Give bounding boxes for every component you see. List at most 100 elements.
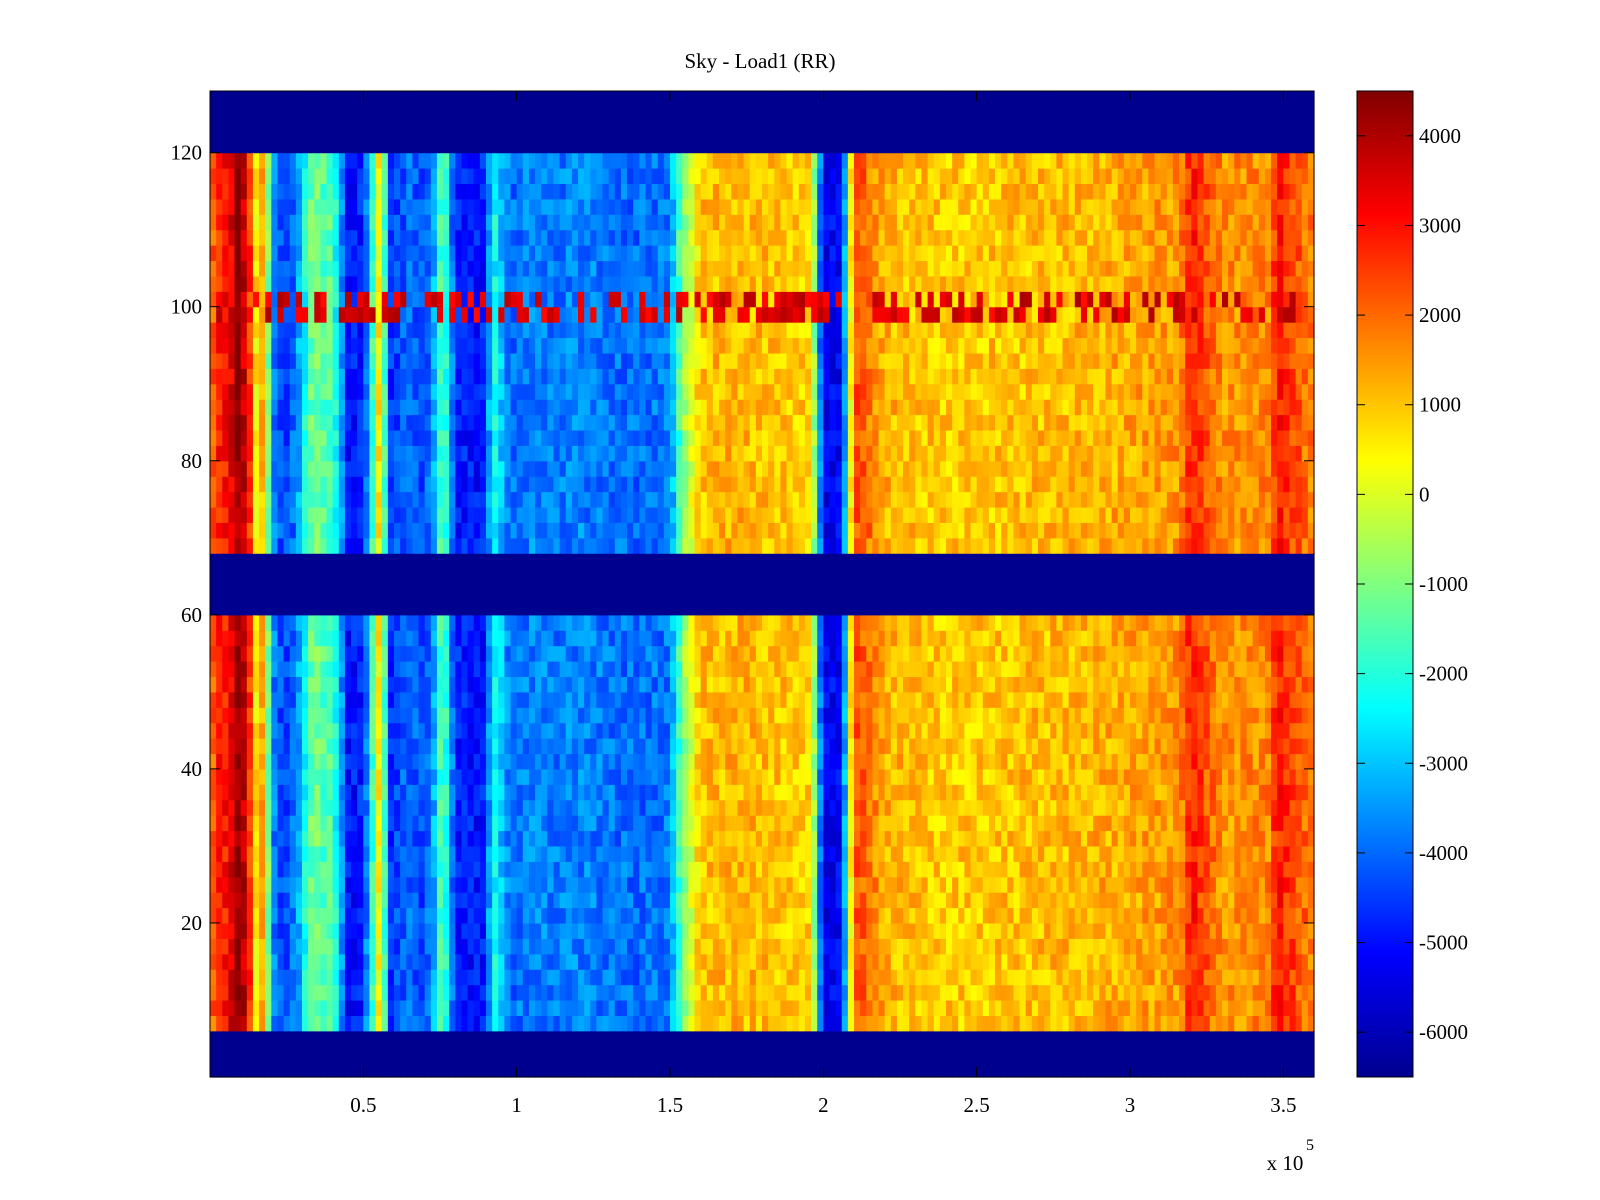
heatmap-cell: [547, 152, 555, 169]
heatmap-cell: [596, 399, 604, 416]
heatmap-cell: [541, 106, 548, 123]
heatmap-cell: [608, 476, 616, 493]
heatmap-cell: [308, 907, 315, 924]
heatmap-cell: [676, 399, 683, 416]
heatmap-cell: [394, 691, 401, 708]
heatmap-cell: [676, 522, 683, 539]
heatmap-cell: [663, 630, 671, 647]
heatmap-cell: [369, 691, 377, 708]
heatmap-cell: [535, 876, 542, 893]
heatmap-cell: [553, 630, 561, 647]
heatmap-cell: [252, 784, 260, 801]
heatmap-cell: [467, 584, 475, 601]
heatmap-cell: [381, 999, 389, 1016]
heatmap-cell: [645, 383, 653, 400]
heatmap-cell: [516, 537, 524, 554]
heatmap-cell: [486, 229, 493, 246]
heatmap-cell: [381, 876, 389, 893]
heatmap-cell: [571, 738, 579, 755]
heatmap-cell: [443, 491, 450, 508]
heatmap-cell: [676, 892, 683, 909]
heatmap-cell: [504, 892, 512, 909]
heatmap-cell: [676, 722, 683, 739]
heatmap-cell: [461, 568, 469, 585]
heatmap-cell: [357, 337, 364, 354]
heatmap-cell: [467, 414, 475, 431]
heatmap-cell: [522, 168, 530, 185]
heatmap-cell: [522, 121, 530, 138]
heatmap-cell: [479, 322, 487, 339]
heatmap-cell: [620, 306, 628, 323]
heatmap-cell: [651, 676, 659, 693]
heatmap-cell: [400, 645, 407, 662]
heatmap-cell: [473, 106, 481, 123]
heatmap-cell: [522, 229, 530, 246]
heatmap-cell: [492, 183, 499, 200]
heatmap-cell: [578, 245, 585, 262]
heatmap-cell: [210, 121, 217, 138]
heatmap-cell: [283, 830, 291, 847]
heatmap-cell: [381, 614, 389, 631]
heatmap-cell: [326, 291, 334, 308]
heatmap-cell: [357, 152, 364, 169]
heatmap-cell: [259, 676, 266, 693]
heatmap-cell: [590, 722, 597, 739]
heatmap-cell: [369, 168, 377, 185]
heatmap-cell: [344, 999, 352, 1016]
heatmap-cell: [295, 1030, 303, 1047]
heatmap-cell: [663, 722, 671, 739]
heatmap-cell: [430, 584, 438, 601]
heatmap-cell: [338, 91, 346, 108]
heatmap-cell: [565, 1046, 573, 1063]
heatmap-cell: [240, 383, 248, 400]
heatmap-cell: [571, 229, 579, 246]
heatmap-cell: [645, 753, 653, 770]
heatmap-cell: [326, 830, 334, 847]
heatmap-cell: [222, 799, 229, 816]
heatmap-cell: [216, 383, 223, 400]
heatmap-cell: [553, 491, 561, 508]
heatmap-cell: [430, 106, 438, 123]
heatmap-cell: [436, 707, 444, 724]
heatmap-cell: [627, 183, 634, 200]
heatmap-cell: [565, 922, 573, 939]
heatmap-cell: [418, 861, 426, 878]
heatmap-cell: [522, 784, 530, 801]
heatmap-cell: [400, 306, 407, 323]
heatmap-cell: [295, 260, 303, 277]
heatmap-cell: [289, 429, 297, 446]
heatmap-cell: [528, 106, 536, 123]
heatmap-cell: [418, 984, 426, 1001]
heatmap-cell: [375, 630, 383, 647]
heatmap-cell: [406, 291, 413, 308]
heatmap-cell: [252, 907, 260, 924]
heatmap-cell: [222, 707, 229, 724]
heatmap-cell: [486, 784, 493, 801]
heatmap-cell: [578, 383, 585, 400]
heatmap-cell: [222, 830, 229, 847]
heatmap-cell: [271, 291, 279, 308]
heatmap-cell: [627, 599, 634, 616]
heatmap-cell: [455, 460, 463, 477]
heatmap-cell: [479, 245, 487, 262]
heatmap-cell: [240, 337, 248, 354]
heatmap-cell: [657, 553, 665, 570]
heatmap-cell: [645, 584, 653, 601]
heatmap-cell: [271, 815, 279, 832]
heatmap-cell: [590, 830, 597, 847]
heatmap-cell: [590, 476, 597, 493]
heatmap-cell: [400, 383, 407, 400]
heatmap-cell: [602, 445, 610, 462]
heatmap-cell: [412, 938, 420, 955]
heatmap-cell: [645, 861, 653, 878]
heatmap-cell: [510, 768, 518, 785]
heatmap-cell: [271, 568, 279, 585]
heatmap-cell: [436, 306, 444, 323]
heatmap-cell: [627, 168, 634, 185]
heatmap-cell: [535, 768, 542, 785]
heatmap-cell: [424, 152, 432, 169]
heatmap-cell: [553, 584, 561, 601]
heatmap-cell: [351, 630, 358, 647]
heatmap-cell: [510, 491, 518, 508]
heatmap-cell: [541, 1061, 548, 1078]
